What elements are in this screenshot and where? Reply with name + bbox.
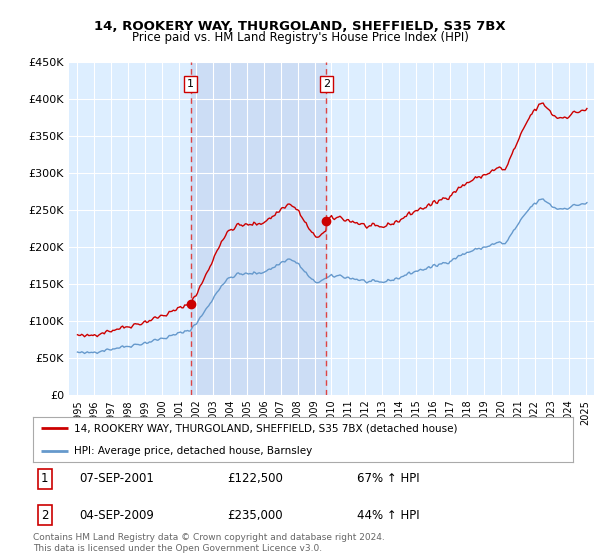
Text: 04-SEP-2009: 04-SEP-2009 — [79, 508, 154, 521]
Text: 2: 2 — [323, 79, 330, 89]
Text: HPI: Average price, detached house, Barnsley: HPI: Average price, detached house, Barn… — [74, 446, 312, 456]
Text: £235,000: £235,000 — [227, 508, 283, 521]
Text: 2: 2 — [41, 508, 49, 521]
Text: 44% ↑ HPI: 44% ↑ HPI — [357, 508, 419, 521]
Text: 1: 1 — [41, 473, 49, 486]
Text: £122,500: £122,500 — [227, 473, 283, 486]
Bar — [191, 62, 326, 395]
Text: 07-SEP-2001: 07-SEP-2001 — [79, 473, 154, 486]
Text: 67% ↑ HPI: 67% ↑ HPI — [357, 473, 419, 486]
Text: 1: 1 — [187, 79, 194, 89]
Text: Price paid vs. HM Land Registry's House Price Index (HPI): Price paid vs. HM Land Registry's House … — [131, 31, 469, 44]
Text: 14, ROOKERY WAY, THURGOLAND, SHEFFIELD, S35 7BX (detached house): 14, ROOKERY WAY, THURGOLAND, SHEFFIELD, … — [74, 423, 457, 433]
Text: 14, ROOKERY WAY, THURGOLAND, SHEFFIELD, S35 7BX: 14, ROOKERY WAY, THURGOLAND, SHEFFIELD, … — [94, 20, 506, 32]
Text: Contains HM Land Registry data © Crown copyright and database right 2024.
This d: Contains HM Land Registry data © Crown c… — [33, 533, 385, 553]
